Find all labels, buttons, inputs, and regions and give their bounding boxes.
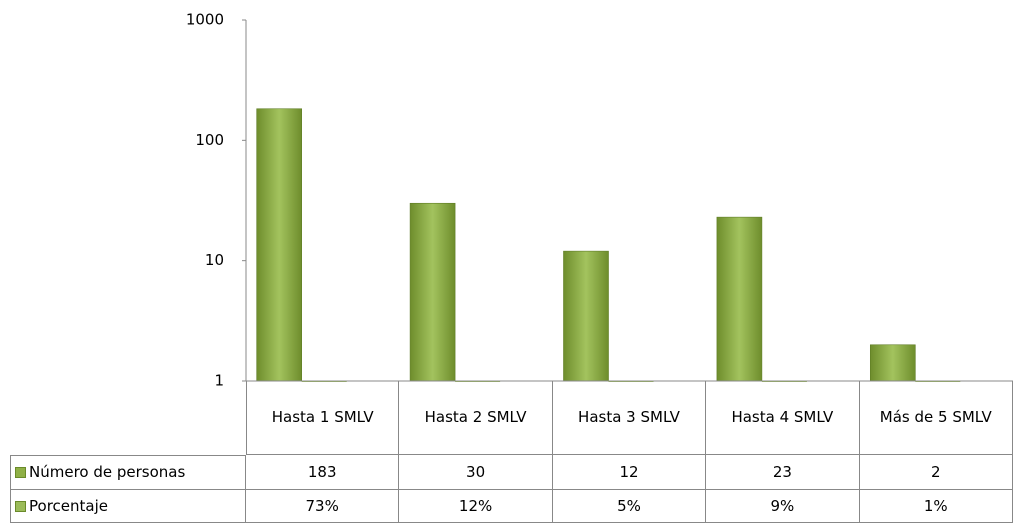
category-cell: Hasta 2 SMLV xyxy=(399,381,553,455)
y-tick-label: 1 xyxy=(214,372,224,390)
table-value: 12 xyxy=(552,455,707,490)
category-cell: Hasta 3 SMLV xyxy=(552,381,707,455)
table-value: 23 xyxy=(706,455,860,490)
bar xyxy=(716,216,763,382)
legend-entry: Número de personas xyxy=(10,455,246,490)
y-tick-label: 100 xyxy=(195,131,224,149)
category-cell: Hasta 1 SMLV xyxy=(246,381,400,455)
table-value: 1% xyxy=(859,490,1013,523)
bar xyxy=(256,108,303,382)
legend-swatch xyxy=(15,500,26,512)
legend-entry: Porcentaje xyxy=(10,490,246,523)
legend-label: Número de personas xyxy=(29,463,186,481)
legend-swatch xyxy=(15,467,26,478)
table-value: 2 xyxy=(859,455,1013,490)
y-tick-label: 10 xyxy=(205,251,224,269)
category-cell: Hasta 4 SMLV xyxy=(706,381,860,455)
table-value: 9% xyxy=(706,490,860,523)
table-value: 73% xyxy=(246,490,400,523)
table-value: 12% xyxy=(399,490,553,523)
legend-label: Porcentaje xyxy=(29,496,108,515)
table-value: 183 xyxy=(246,455,400,490)
category-cell: Más de 5 SMLV xyxy=(859,381,1013,455)
table-value: 5% xyxy=(552,490,707,523)
bar xyxy=(869,344,916,382)
bar xyxy=(409,202,456,382)
y-tick-label: 1000 xyxy=(186,11,224,29)
bar xyxy=(563,250,609,382)
table-value: 30 xyxy=(399,455,553,490)
